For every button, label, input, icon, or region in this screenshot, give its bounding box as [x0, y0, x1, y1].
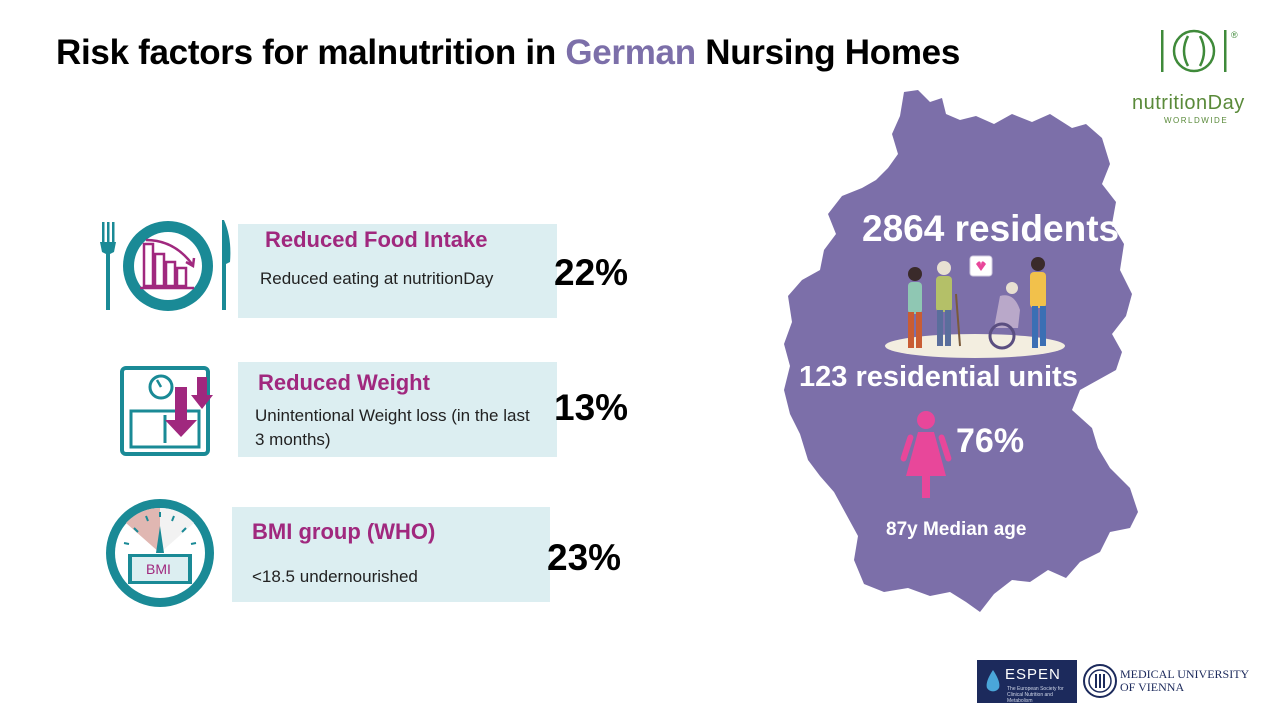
factor-card-food-intake: Reduced Food Intake Reduced eating at nu… — [238, 224, 557, 318]
factor-percent-food-intake: 22% — [554, 252, 629, 293]
svg-text:®: ® — [1231, 30, 1238, 40]
bmi-icon-label: BMI — [146, 561, 171, 577]
espen-drop-icon — [986, 670, 1000, 692]
factor-card-weight: Reduced Weight Unintentional Weight loss… — [238, 362, 557, 457]
title-highlight: German — [565, 33, 696, 72]
scale-icon — [119, 365, 215, 457]
map-units: 123 residential units — [799, 361, 1078, 393]
nutritionday-logo: ® nutritionDay WORLDWIDE — [1128, 26, 1268, 130]
logo-tagline: WORLDWIDE — [1164, 116, 1229, 125]
espen-logo: ESPEN The European Society for Clinical … — [977, 660, 1077, 704]
map-median-age: 87y Median age — [886, 519, 1027, 540]
factor-percent-bmi: 23% — [547, 537, 622, 578]
university-seal-icon — [1083, 664, 1117, 698]
factor-description: Unintentional Weight loss (in the last 3… — [255, 406, 530, 449]
female-icon — [900, 411, 952, 498]
plate-icon — [94, 218, 234, 314]
factor-description: Reduced eating at nutritionDay — [260, 269, 494, 288]
factor-description: <18.5 undernourished — [252, 567, 418, 586]
nutritionday-emblem-icon: ® — [1161, 29, 1238, 73]
factor-percent-weight: 13% — [554, 387, 629, 428]
muv-logo: MEDICAL UNIVERSITY OF VIENNA — [1080, 660, 1260, 703]
bmi-gauge-icon: BMI — [104, 498, 216, 608]
factor-heading: BMI group (WHO) — [252, 519, 436, 544]
factor-card-bmi: BMI group (WHO) <18.5 undernourished — [232, 507, 550, 602]
map-female-percent: 76% — [956, 422, 1025, 460]
factor-heading: Reduced Food Intake — [265, 227, 488, 252]
title-part1: Risk factors for malnutrition in — [56, 33, 566, 72]
caregivers-illustration-icon — [908, 255, 1046, 350]
germany-map: 2864 residents 123 residential units 76%… — [780, 84, 1160, 624]
title-part2: Nursing Homes — [695, 33, 960, 72]
factor-heading: Reduced Weight — [258, 370, 430, 395]
university-name: MEDICAL UNIVERSITY OF VIENNA — [1120, 667, 1249, 694]
map-residents: 2864 residents — [862, 208, 1120, 249]
page-title: Risk factors for malnutrition in German … — [56, 33, 960, 73]
espen-subtitle: The European Society for Clinical Nutrit… — [1007, 686, 1064, 704]
logo-brand: nutritionDay — [1132, 92, 1245, 114]
espen-name: ESPEN — [1005, 666, 1061, 683]
